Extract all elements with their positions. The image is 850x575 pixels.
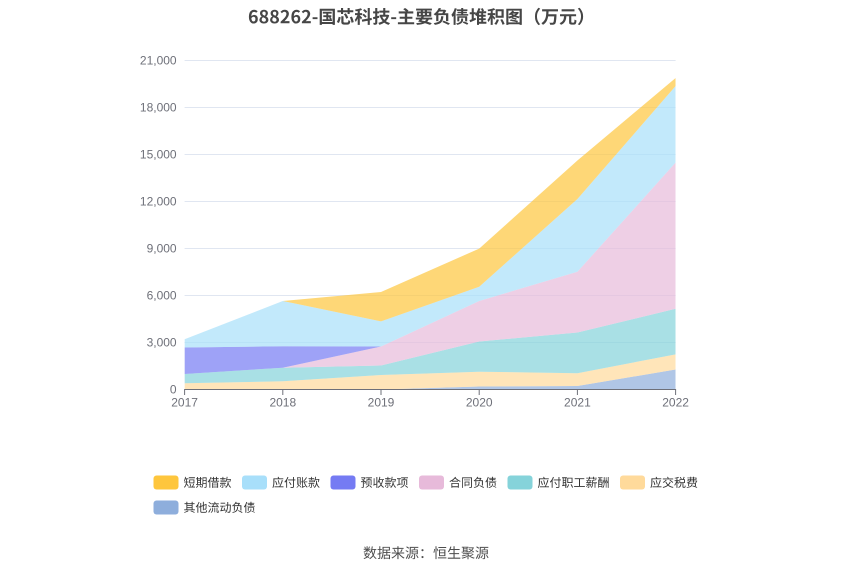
svg-text:2022: 2022 bbox=[662, 396, 689, 410]
svg-text:2019: 2019 bbox=[368, 396, 395, 410]
svg-text:18,000: 18,000 bbox=[140, 101, 177, 115]
svg-text:2020: 2020 bbox=[466, 396, 493, 410]
svg-text:6,000: 6,000 bbox=[147, 289, 177, 303]
svg-text:15,000: 15,000 bbox=[140, 148, 177, 162]
svg-text:12,000: 12,000 bbox=[140, 195, 177, 209]
svg-text:2017: 2017 bbox=[171, 396, 198, 410]
svg-text:21,000: 21,000 bbox=[140, 54, 177, 68]
svg-text:0: 0 bbox=[170, 383, 177, 397]
svg-text:9,000: 9,000 bbox=[147, 242, 177, 256]
svg-text:3,000: 3,000 bbox=[147, 336, 177, 350]
svg-text:2018: 2018 bbox=[269, 396, 296, 410]
svg-text:2021: 2021 bbox=[564, 396, 591, 410]
